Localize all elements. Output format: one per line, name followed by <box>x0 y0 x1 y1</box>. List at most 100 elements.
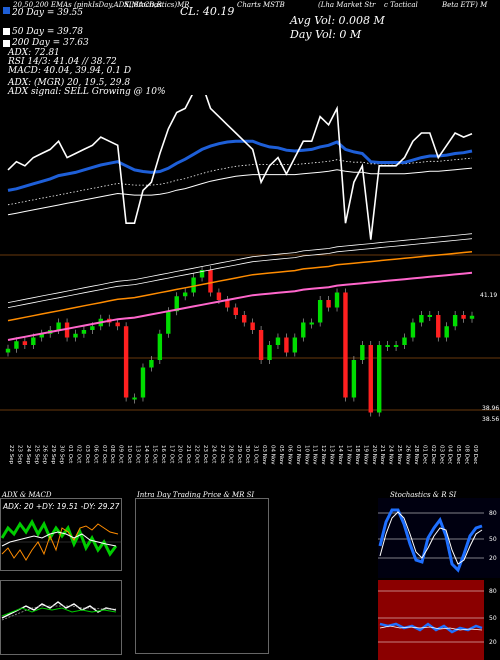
date-label: 10 Nov <box>303 445 309 465</box>
candle-body <box>343 292 348 398</box>
candle-body <box>199 270 205 278</box>
header-indicators: SI,Stochastics)MR <box>124 1 190 9</box>
macd-signal-line <box>1 605 116 621</box>
ema20-line <box>7 139 473 192</box>
adx-panel-title: ADX & MACD <box>2 491 52 499</box>
date-label: 06 Oct <box>92 445 98 464</box>
date-label: 08 Oct <box>109 445 115 464</box>
candle-body <box>39 333 44 338</box>
pink-ema-line <box>7 271 473 341</box>
rsi-tick-20: 20 <box>489 639 497 646</box>
date-label: 14 Oct <box>143 445 149 464</box>
date-label: 18 Nov <box>354 445 360 465</box>
rsi-tick-50: 50 <box>489 615 497 622</box>
intraday-box <box>135 498 269 654</box>
date-label: 04 Nov <box>270 445 276 465</box>
stoch-tick-50: 50 <box>489 536 497 543</box>
candle-body <box>225 300 230 308</box>
candle-body <box>166 311 171 334</box>
candle-body <box>258 330 264 360</box>
candle-body <box>5 348 11 353</box>
candle-body <box>149 360 154 368</box>
date-label: 26 Nov <box>405 445 411 465</box>
legend-200-label: 200 Day = 37.63 <box>12 38 89 48</box>
date-label: 07 Oct <box>101 445 107 464</box>
date-label: 23 Oct <box>202 445 208 464</box>
date-label: 27 Oct <box>219 445 225 464</box>
stoch-panel: 80 50 20 <box>378 498 500 578</box>
date-label: 02 Oct <box>75 445 81 464</box>
candle-body <box>317 300 323 323</box>
date-label: 25 Sep <box>33 445 39 465</box>
candle-body <box>284 337 289 353</box>
header-name-1: (Lha Market Str <box>318 1 376 9</box>
candle-body <box>393 345 399 347</box>
header-close: CL: 40.19 <box>180 5 235 18</box>
date-label: 09 Dec <box>472 445 478 464</box>
candle-body <box>385 345 390 347</box>
stoch-tick-80: 80 <box>489 510 497 517</box>
date-label: 03 Oct <box>84 445 90 464</box>
date-label: 28 Nov <box>413 445 419 465</box>
date-label: 03 Nov <box>261 445 267 465</box>
candle-body <box>81 330 87 334</box>
macd-green-line <box>1 607 117 617</box>
date-label: 24 Oct <box>210 445 216 464</box>
header-name-2: c Tactical <box>384 1 418 9</box>
legend-200-swatch <box>3 40 10 47</box>
candle-body <box>368 345 373 413</box>
candle-body <box>309 322 314 325</box>
adx-white-line <box>1 531 117 547</box>
stoch-tick-20: 20 <box>489 555 497 562</box>
date-label: 10 Oct <box>126 445 132 464</box>
date-label: 26 Sep <box>42 445 48 465</box>
adx-values-label: ADX: 20 +DY: 19.51 -DY: 29.27 <box>2 502 120 511</box>
date-label: 29 Sep <box>50 445 56 465</box>
date-label: 17 Nov <box>345 445 351 465</box>
date-label: 12 Nov <box>320 445 326 465</box>
stoch-k-line <box>378 508 483 573</box>
date-label: 19 Nov <box>362 445 368 465</box>
date-label: 24 Nov <box>388 445 394 465</box>
adx-signal: ADX signal: SELL Growing @ 10% <box>8 87 166 97</box>
candle-body <box>444 326 449 338</box>
price-label-top: 41.19 <box>480 292 497 299</box>
stat-adx: ADX: 72.81 <box>8 48 60 58</box>
candle-body <box>90 326 95 330</box>
macd-box <box>0 580 122 655</box>
date-label: 30 Oct <box>244 445 250 464</box>
candle-body <box>267 345 272 360</box>
candle-body <box>436 315 441 338</box>
date-label: 01 Oct <box>67 445 73 464</box>
date-label: 20 Nov <box>371 445 377 465</box>
close-price-line <box>7 95 473 240</box>
date-label: 21 Oct <box>185 445 191 464</box>
legend-20-label: 20 Day = 39.55 <box>12 8 84 18</box>
main-chart: 41.19 38.96 38.56 22 Sep 23 Sep 24 Sep 25 S… <box>0 95 500 465</box>
ema50-line <box>7 167 473 216</box>
rsi-bg <box>378 580 484 660</box>
candle-body <box>115 322 120 327</box>
date-label: 13 Nov <box>329 445 335 465</box>
date-label: 16 Oct <box>160 445 166 464</box>
candle-body <box>140 367 146 398</box>
date-label: 31 Oct <box>253 445 259 464</box>
rsi-tick-80: 80 <box>489 588 497 595</box>
legend-20-swatch <box>3 7 10 14</box>
date-label: 02 Dec <box>430 445 436 464</box>
day-vol: Day Vol: 0 M <box>290 28 362 41</box>
candle-body <box>360 345 365 360</box>
date-label: 04 Dec <box>447 445 453 464</box>
ema200-line <box>7 250 473 322</box>
date-label: 23 Sep <box>16 445 22 465</box>
stoch-panel-title: Stochastics & R SI <box>390 491 457 499</box>
candle-body <box>334 292 340 308</box>
adx-panel: ADX: 20 +DY: 19.51 -DY: 29.27 <box>0 498 122 655</box>
date-label: 17 Oct <box>168 445 174 464</box>
candle-body <box>427 315 433 317</box>
candle-body <box>233 307 238 315</box>
candle-body <box>56 322 61 330</box>
date-label: 15 Oct <box>151 445 157 464</box>
candle-body <box>132 397 137 400</box>
candle-body <box>174 296 179 312</box>
